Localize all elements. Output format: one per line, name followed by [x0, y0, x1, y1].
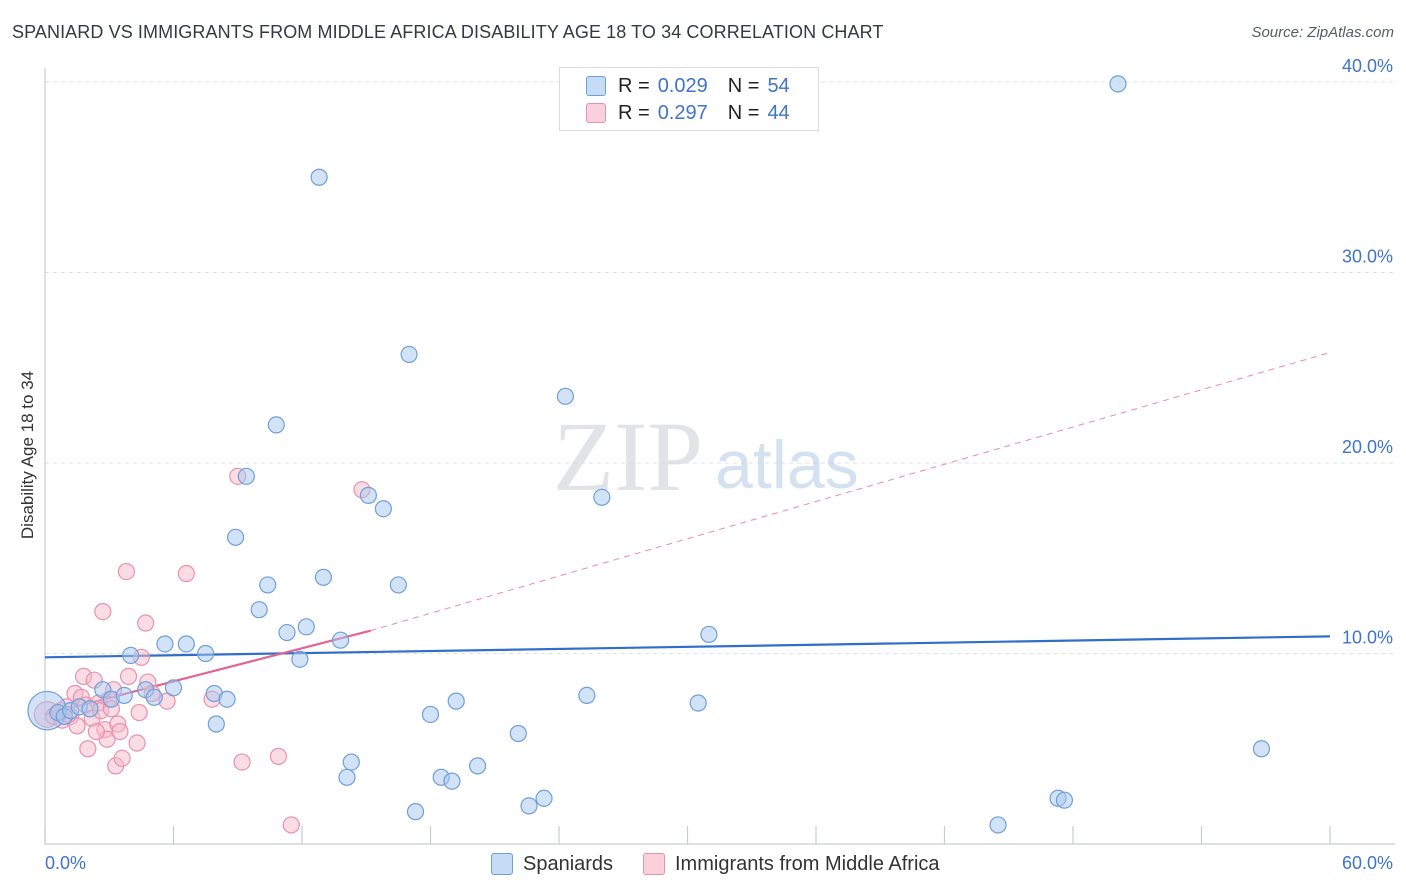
source-label: Source: ZipAtlas.com [1251, 24, 1394, 41]
data-point-spaniards [1252, 740, 1271, 758]
data-point-spaniards [556, 387, 575, 405]
data-point-spaniards [237, 467, 255, 485]
data-point-spaniards [297, 618, 315, 636]
data-point-immigrants [282, 816, 300, 834]
data-point-immigrants [68, 717, 86, 735]
data-point-spaniards [310, 168, 328, 186]
data-point-spaniards [1055, 791, 1074, 809]
data-point-spaniards [989, 816, 1007, 834]
y-tick-label: 40.0% [1342, 56, 1393, 76]
data-point-immigrants [119, 667, 138, 685]
trend-line-immigrants-extension [370, 352, 1331, 632]
bottom-legend-swatch-pink [643, 853, 665, 875]
bottom-legend-label: Spaniards [523, 852, 614, 875]
legend-r-value: 0.029 [657, 74, 708, 97]
data-point-spaniards [406, 803, 425, 821]
tick-labels: 10.0% 20.0% 30.0% 40.0% 0.0% 60.0% [45, 56, 1393, 873]
legend-n-label: N = [727, 74, 760, 97]
data-point-immigrants [177, 564, 195, 583]
data-point-immigrants [269, 747, 288, 765]
data-point-spaniards [1109, 75, 1127, 93]
watermark-atlas: atlas [715, 427, 859, 503]
data-point-immigrants [233, 753, 251, 771]
data-point-spaniards [421, 705, 440, 724]
legend-row-spaniards: R = 0.029 N = 54 [586, 73, 790, 99]
data-point-spaniards [227, 528, 245, 546]
data-point-spaniards [259, 576, 277, 594]
y-tick-label: 30.0% [1342, 247, 1393, 267]
data-point-spaniards [509, 724, 527, 743]
y-tick-label: 20.0% [1342, 437, 1393, 457]
data-point-spaniards [389, 576, 407, 594]
data-point-immigrants [117, 562, 135, 581]
data-point-spaniards [338, 768, 356, 786]
chart-title: SPANIARD VS IMMIGRANTS FROM MIDDLE AFRIC… [12, 22, 884, 42]
data-point-spaniards [443, 772, 461, 790]
bottom-legend-label: Immigrants from Middle Africa [675, 852, 940, 875]
data-point-spaniards [374, 500, 392, 518]
data-point-spaniards [342, 753, 360, 771]
legend-row-immigrants: R = 0.297 N = 44 [586, 100, 790, 126]
legend-n-value: 44 [767, 101, 790, 124]
bottom-legend-spaniards: Spaniards [491, 851, 613, 877]
data-point-immigrants [79, 740, 97, 758]
data-point-immigrants [113, 749, 131, 767]
data-point-spaniards [447, 692, 465, 710]
data-point-immigrants [94, 602, 112, 621]
legend-r-value: 0.297 [657, 101, 708, 124]
data-point-spaniards [278, 623, 296, 642]
legend-r-label: R = [618, 74, 650, 97]
data-point-spaniards [164, 679, 183, 697]
data-point-immigrants [111, 723, 129, 741]
data-point-spaniards [314, 568, 333, 586]
data-point-spaniards [115, 686, 133, 705]
data-point-immigrants [130, 703, 148, 722]
series-spaniards-points [27, 75, 1271, 834]
data-point-spaniards [700, 625, 718, 644]
data-point-spaniards [156, 635, 174, 653]
data-point-spaniards [122, 646, 140, 665]
x-tick-label: 0.0% [45, 853, 86, 873]
grid-lines [45, 81, 1395, 654]
legend: R = 0.029 N = 54 R = 0.297 N = 44 [559, 67, 819, 131]
data-point-immigrants [128, 734, 146, 752]
bottom-legend-swatch-blue [491, 853, 513, 875]
data-point-spaniards [469, 757, 487, 775]
data-point-spaniards [593, 488, 611, 506]
data-point-spaniards [520, 797, 538, 815]
data-point-spaniards [197, 644, 215, 663]
watermark: ZIP atlas [553, 401, 859, 512]
data-point-immigrants [137, 614, 155, 632]
data-point-spaniards [291, 650, 309, 668]
data-point-spaniards [578, 686, 596, 705]
data-point-spaniards [400, 345, 418, 364]
data-point-immigrants [87, 723, 106, 741]
data-point-spaniards [359, 486, 377, 504]
y-tick-label: 10.0% [1342, 628, 1393, 648]
data-point-spaniards [177, 635, 195, 653]
data-point-spaniards [250, 601, 268, 619]
data-point-spaniards [689, 694, 707, 712]
legend-n-label: N = [727, 101, 760, 124]
data-point-spaniards [145, 688, 163, 706]
trend-line-spaniards [44, 635, 1331, 659]
legend-swatch-blue [586, 76, 606, 96]
legend-swatch-pink [586, 103, 606, 123]
data-point-spaniards [267, 416, 285, 434]
legend-r-label: R = [618, 101, 650, 124]
x-tick-label: 60.0% [1342, 853, 1393, 873]
data-point-spaniards [207, 715, 225, 733]
data-point-spaniards [535, 789, 553, 807]
data-point-spaniards [331, 631, 350, 649]
legend-n-value: 54 [767, 74, 790, 97]
y-axis-label: Disability Age 18 to 34 [18, 370, 37, 540]
bottom-legend-immigrants: Immigrants from Middle Africa [643, 851, 940, 877]
watermark-zip: ZIP [553, 401, 703, 512]
data-point-spaniards [218, 690, 236, 708]
data-point-spaniards [81, 700, 99, 718]
